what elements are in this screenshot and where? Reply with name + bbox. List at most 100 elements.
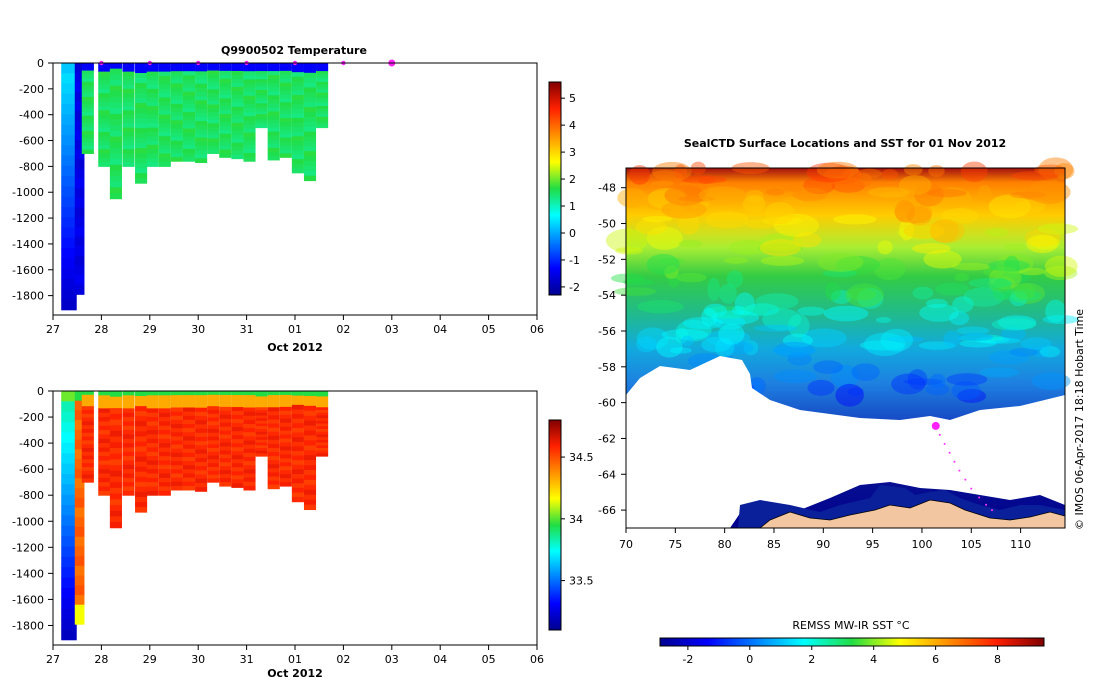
sst-blotch: [1026, 180, 1071, 204]
salinity-cell: [158, 482, 171, 488]
sst-blotch: [928, 165, 945, 178]
colorbar-tick-label: -2: [569, 281, 580, 294]
temperature-cell: [81, 119, 94, 124]
salinity-cell: [279, 434, 292, 440]
sst-blotch: [675, 319, 712, 342]
salinity-cell: [158, 391, 171, 396]
salinity-cell: [122, 447, 135, 453]
sst-blotch: [857, 168, 882, 179]
temperature-cell: [122, 131, 135, 137]
sst-blotch: [773, 369, 818, 384]
temperature-cell: [109, 153, 122, 160]
temperature-cell: [231, 134, 244, 140]
salinity-cell: [182, 477, 196, 483]
colorbar-tick-label: 8: [994, 653, 1001, 666]
salinity-cell: [135, 406, 148, 412]
salinity-cell: [255, 418, 268, 422]
temperature-cell: [207, 119, 220, 124]
temperature-cell: [303, 72, 317, 79]
salinity-cell: [255, 453, 268, 457]
temperature-cell: [279, 94, 292, 99]
salinity-cell: [74, 420, 85, 431]
sst-blotch: [656, 336, 683, 358]
temperature-cell: [195, 108, 208, 114]
temperature-cell: [195, 154, 208, 159]
temperature-cell: [98, 106, 111, 111]
sst-blotch: [968, 277, 1013, 289]
salinity-cell: [316, 407, 329, 411]
sst-blotch: [681, 335, 694, 347]
salinity-cell: [303, 499, 317, 506]
temperature-cell: [291, 140, 304, 146]
colorbar-tick-label: -1: [569, 254, 580, 267]
salinity-cell: [291, 460, 304, 466]
temperature-cell: [61, 186, 77, 198]
salinity-x-ticks: 27 28 29 30 31 01 02 03 04 05 06: [46, 645, 544, 666]
salinity-cell: [135, 421, 148, 427]
sst-blotch: [894, 201, 933, 224]
salinity-cell: [279, 430, 292, 436]
salinity-cell: [135, 436, 148, 442]
salinity-cell: [255, 404, 268, 408]
salinity-cell: [219, 434, 232, 440]
sst-blotch: [1011, 171, 1059, 181]
temperature-cell: [81, 96, 94, 102]
sst-blotch: [863, 332, 906, 356]
temperature-cell: [135, 128, 148, 134]
sst-blotch: [943, 330, 961, 348]
salinity-cell: [303, 489, 317, 496]
temperature-cell: [255, 116, 268, 121]
temperature-cell: [316, 76, 329, 80]
salinity-cell: [122, 412, 135, 418]
salinity-cell: [158, 451, 171, 457]
temperature-cell: [81, 104, 94, 109]
temperature-cell: [81, 108, 94, 113]
temperature-cell: [243, 91, 256, 97]
salinity-cell: [267, 472, 280, 477]
temperature-cell: [81, 70, 94, 75]
temperature-cell: [182, 120, 196, 125]
salinity-cell: [219, 442, 232, 447]
x-tick-label: 27: [46, 323, 60, 336]
salinity-cell: [291, 400, 304, 406]
sst-blotch: [919, 303, 960, 322]
salinity-cell: [170, 477, 183, 483]
temperature-cell: [207, 138, 220, 143]
temperature-cell: [267, 103, 280, 108]
salinity-cell: [61, 577, 77, 589]
temperature-cell: [303, 161, 317, 167]
y-tick-label: -800: [19, 160, 44, 173]
sst-blotch: [847, 387, 864, 397]
y-tick-label: 0: [37, 385, 44, 398]
temperature-cell: [98, 110, 111, 116]
salinity-cell: [135, 507, 148, 513]
salinity-cell: [146, 460, 159, 466]
temperature-cell: [98, 119, 111, 124]
temperature-cell: [207, 66, 220, 72]
sst-blotch: [758, 233, 804, 251]
salinity-cell: [158, 412, 171, 418]
temperature-cell: [231, 122, 244, 128]
temperature-cell: [98, 93, 111, 98]
salinity-cell: [291, 391, 304, 397]
temperature-cell: [74, 91, 85, 103]
temperature-cell: [316, 122, 329, 126]
sst-blotch: [929, 219, 959, 243]
salinity-cell: [231, 403, 244, 408]
sst-blotch: [1039, 345, 1061, 358]
salinity-cell: [61, 432, 77, 444]
temperature-cell: [231, 90, 244, 96]
x-tick-label: 30: [191, 653, 205, 666]
temperature-cell: [207, 78, 220, 83]
temperature-cell: [170, 116, 183, 121]
sst-blotch: [1020, 337, 1052, 350]
salinity-cell: [243, 452, 256, 458]
sst-blotch: [1054, 163, 1075, 180]
seal-surface-location: [931, 421, 940, 430]
salinity-cell: [81, 447, 94, 453]
salinity-cell: [279, 391, 292, 396]
sst-blotch: [875, 317, 892, 324]
temperature-cell: [267, 127, 280, 133]
salinity-cell: [158, 395, 171, 401]
temperature-cell: [303, 136, 317, 142]
